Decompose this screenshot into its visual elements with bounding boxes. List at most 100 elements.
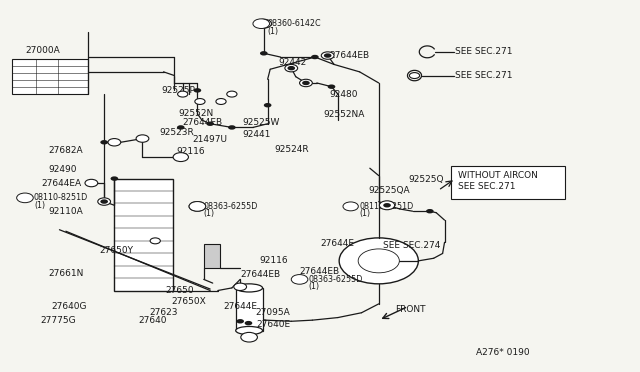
Ellipse shape [236, 284, 262, 292]
Text: A276* 0190: A276* 0190 [476, 347, 530, 356]
Circle shape [302, 81, 310, 85]
Text: 92524R: 92524R [274, 145, 308, 154]
Text: 27644EA: 27644EA [41, 179, 81, 187]
Bar [204, 244, 220, 268]
Text: 92552N: 92552N [178, 109, 214, 118]
Bar [12, 59, 88, 94]
Text: 92525W: 92525W [242, 118, 280, 127]
Circle shape [253, 19, 269, 29]
Bar [451, 166, 564, 199]
Circle shape [380, 201, 395, 210]
Circle shape [241, 333, 257, 342]
Text: 08360-6142C: 08360-6142C [268, 19, 321, 28]
Text: (1): (1) [204, 209, 215, 218]
Circle shape [100, 140, 108, 144]
Text: 92441: 92441 [242, 130, 271, 140]
Text: 92442: 92442 [278, 58, 307, 67]
Circle shape [173, 153, 188, 161]
Text: 92523R: 92523R [159, 128, 194, 137]
Text: S: S [297, 276, 302, 282]
Circle shape [339, 238, 419, 284]
Text: 92525QA: 92525QA [368, 186, 410, 195]
Circle shape [100, 199, 108, 204]
Circle shape [216, 99, 226, 105]
Text: 27095A: 27095A [255, 308, 290, 317]
Text: 27623: 27623 [150, 308, 178, 317]
Circle shape [285, 64, 298, 72]
Circle shape [311, 55, 319, 59]
Circle shape [136, 135, 149, 142]
Bar [236, 288, 262, 331]
Text: 27650Y: 27650Y [100, 246, 134, 255]
Text: 92116: 92116 [259, 256, 288, 265]
Text: 27644E: 27644E [320, 239, 354, 248]
Text: 27650X: 27650X [172, 297, 207, 306]
Text: (1): (1) [34, 201, 45, 210]
Circle shape [193, 88, 201, 93]
Circle shape [300, 79, 312, 87]
Text: 08110-8251D: 08110-8251D [360, 202, 414, 211]
Circle shape [189, 202, 205, 211]
Circle shape [324, 53, 332, 58]
Text: B: B [22, 195, 28, 201]
Circle shape [234, 283, 246, 291]
Text: (1): (1) [268, 26, 279, 36]
Text: SEE SEC.271: SEE SEC.271 [456, 47, 513, 56]
Text: 27640E: 27640E [256, 321, 291, 330]
Text: 92480: 92480 [330, 90, 358, 99]
Text: 92490: 92490 [49, 165, 77, 174]
Circle shape [260, 51, 268, 55]
Text: (1): (1) [360, 209, 371, 218]
Text: 27644EB: 27644EB [330, 51, 370, 60]
Circle shape [291, 275, 308, 284]
Circle shape [206, 122, 214, 126]
Text: 92552NA: 92552NA [323, 110, 365, 119]
Circle shape [195, 99, 205, 105]
Circle shape [236, 319, 244, 324]
Circle shape [108, 138, 121, 146]
Text: WITHOUT AIRCON: WITHOUT AIRCON [458, 171, 538, 180]
Circle shape [328, 84, 335, 89]
Text: 27644EB: 27644EB [240, 270, 280, 279]
Text: 92525P: 92525P [162, 86, 195, 95]
Circle shape [228, 125, 236, 130]
Text: 27682A: 27682A [49, 146, 83, 155]
Text: (1): (1) [308, 282, 319, 291]
Text: B: B [348, 203, 353, 209]
Circle shape [177, 91, 188, 97]
Ellipse shape [236, 327, 262, 335]
Text: SEE SEC.271: SEE SEC.271 [456, 71, 513, 80]
Circle shape [321, 52, 334, 59]
Circle shape [98, 198, 111, 205]
Circle shape [177, 125, 184, 130]
Circle shape [287, 66, 295, 70]
Text: 27644E: 27644E [223, 302, 257, 311]
Text: 27000A: 27000A [25, 46, 60, 55]
Text: 92525Q: 92525Q [408, 175, 444, 184]
Circle shape [189, 202, 205, 211]
Circle shape [383, 203, 391, 208]
Text: 27650: 27650 [166, 286, 194, 295]
Text: 92110A: 92110A [49, 208, 83, 217]
Bar [115, 179, 173, 291]
Circle shape [343, 202, 358, 211]
Text: 21497U: 21497U [192, 135, 227, 144]
Circle shape [85, 179, 98, 187]
Circle shape [264, 103, 271, 108]
Circle shape [358, 249, 399, 273]
Text: 27661N: 27661N [49, 269, 84, 278]
Text: 27640G: 27640G [52, 302, 87, 311]
Circle shape [244, 321, 252, 326]
Text: S: S [259, 21, 264, 27]
Text: S: S [195, 203, 200, 209]
Circle shape [227, 91, 237, 97]
Text: SEE SEC.274: SEE SEC.274 [383, 241, 440, 250]
Text: 27644EB: 27644EB [182, 118, 223, 127]
Circle shape [256, 19, 271, 28]
Text: 08363-6255D: 08363-6255D [308, 275, 363, 284]
Text: FRONT: FRONT [396, 305, 426, 314]
Circle shape [17, 193, 33, 203]
Text: 27775G: 27775G [40, 316, 76, 325]
Circle shape [426, 209, 434, 214]
Circle shape [111, 176, 118, 181]
